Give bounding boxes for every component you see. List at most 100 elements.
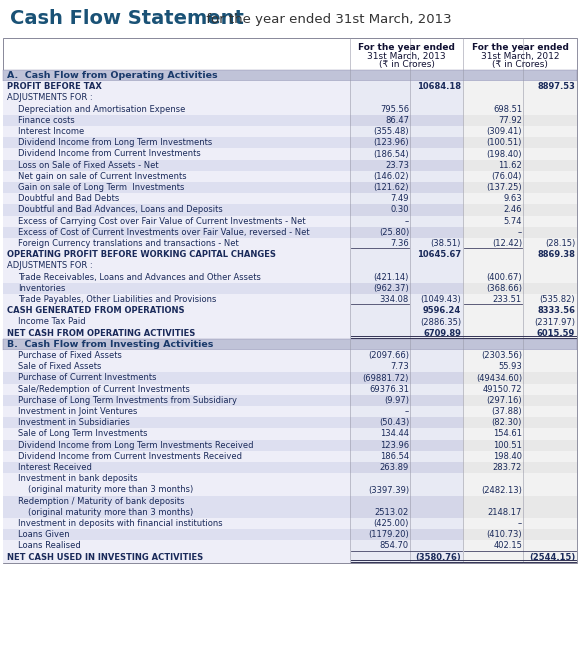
Bar xyxy=(350,406,463,417)
Bar xyxy=(350,317,463,328)
Bar xyxy=(3,306,350,317)
Text: Investment in Subsidiaries: Investment in Subsidiaries xyxy=(18,419,130,427)
Text: Dividend Income from Current Investments Received: Dividend Income from Current Investments… xyxy=(18,452,242,461)
Bar xyxy=(350,216,463,227)
Bar xyxy=(350,529,463,540)
Text: 86.47: 86.47 xyxy=(385,116,409,125)
Bar xyxy=(3,160,350,171)
Text: 100.51: 100.51 xyxy=(493,441,522,450)
Bar xyxy=(350,484,463,495)
Bar xyxy=(463,473,577,484)
Bar xyxy=(3,361,350,372)
Bar xyxy=(463,38,577,70)
Text: Interest Received: Interest Received xyxy=(18,463,92,472)
Text: 698.51: 698.51 xyxy=(493,105,522,114)
Text: Investment in Joint Ventures: Investment in Joint Ventures xyxy=(18,407,137,416)
Text: for the year ended 31st March, 2013: for the year ended 31st March, 2013 xyxy=(202,12,452,25)
Bar xyxy=(463,451,577,462)
Text: (original maturity more than 3 months): (original maturity more than 3 months) xyxy=(28,508,193,517)
Text: (297.16): (297.16) xyxy=(487,396,522,405)
Text: 2.46: 2.46 xyxy=(503,205,522,214)
Text: 49150.72: 49150.72 xyxy=(483,385,522,394)
Text: 123.96: 123.96 xyxy=(380,441,409,450)
Text: 186.54: 186.54 xyxy=(380,452,409,461)
Text: ADJUSTMENTS FOR :: ADJUSTMENTS FOR : xyxy=(7,94,93,103)
Bar xyxy=(463,384,577,395)
Bar xyxy=(463,317,577,328)
Text: (2317.97): (2317.97) xyxy=(534,317,575,326)
Text: Sale of Long Term Investments: Sale of Long Term Investments xyxy=(18,430,147,439)
Text: Sale of Fixed Assets: Sale of Fixed Assets xyxy=(18,362,102,371)
Text: Finance costs: Finance costs xyxy=(18,116,75,125)
Bar xyxy=(350,462,463,473)
Bar xyxy=(3,249,350,261)
Bar xyxy=(3,137,350,148)
Text: 0.30: 0.30 xyxy=(390,205,409,214)
Bar xyxy=(3,148,350,160)
Bar xyxy=(463,495,577,507)
Text: 795.56: 795.56 xyxy=(380,105,409,114)
Bar xyxy=(3,38,577,563)
Text: Trade Payables, Other Liabilities and Provisions: Trade Payables, Other Liabilities and Pr… xyxy=(18,295,216,304)
Bar xyxy=(3,92,350,103)
Text: (400.67): (400.67) xyxy=(487,273,522,281)
Text: Gain on sale of Long Term  Investments: Gain on sale of Long Term Investments xyxy=(18,183,184,192)
Bar xyxy=(350,439,463,451)
Text: 31st March, 2013: 31st March, 2013 xyxy=(367,52,446,61)
Bar xyxy=(463,204,577,216)
Bar xyxy=(350,103,463,115)
Text: 198.40: 198.40 xyxy=(493,452,522,461)
Text: Loans Realised: Loans Realised xyxy=(18,541,81,551)
Text: 283.72: 283.72 xyxy=(493,463,522,472)
Bar xyxy=(350,473,463,484)
Bar xyxy=(3,294,350,306)
Bar xyxy=(463,439,577,451)
Text: (2482.13): (2482.13) xyxy=(481,486,522,495)
Bar xyxy=(3,552,350,563)
Bar xyxy=(463,272,577,283)
Text: 69376.31: 69376.31 xyxy=(369,385,409,394)
Text: 8897.53: 8897.53 xyxy=(537,83,575,91)
Text: (2886.35): (2886.35) xyxy=(420,317,461,326)
Bar xyxy=(3,328,350,339)
Bar xyxy=(350,272,463,283)
Bar xyxy=(463,529,577,540)
Text: (76.04): (76.04) xyxy=(492,172,522,181)
Text: (2303.56): (2303.56) xyxy=(481,351,522,360)
Bar xyxy=(350,417,463,428)
Text: –: – xyxy=(405,407,409,416)
Text: (82.30): (82.30) xyxy=(492,419,522,427)
Bar xyxy=(3,171,350,182)
Bar xyxy=(350,81,463,92)
Bar xyxy=(3,417,350,428)
Text: 402.15: 402.15 xyxy=(493,541,522,551)
Bar xyxy=(3,462,350,473)
Text: (original maturity more than 3 months): (original maturity more than 3 months) xyxy=(28,486,193,495)
Bar xyxy=(3,339,577,350)
Bar xyxy=(3,227,350,238)
Bar xyxy=(350,92,463,103)
Bar xyxy=(350,249,463,261)
Text: 55.93: 55.93 xyxy=(498,362,522,371)
Text: 233.51: 233.51 xyxy=(493,295,522,304)
Bar xyxy=(463,518,577,529)
Bar xyxy=(3,182,350,193)
Text: CASH GENERATED FROM OPERATIONS: CASH GENERATED FROM OPERATIONS xyxy=(7,306,184,315)
Bar xyxy=(350,507,463,518)
Bar xyxy=(463,238,577,249)
Bar xyxy=(350,518,463,529)
Bar xyxy=(3,518,350,529)
Text: (38.51): (38.51) xyxy=(430,239,461,248)
Bar xyxy=(3,193,350,204)
Text: –: – xyxy=(518,228,522,237)
Text: 263.89: 263.89 xyxy=(380,463,409,472)
Text: NET CASH USED IN INVESTING ACTIVITIES: NET CASH USED IN INVESTING ACTIVITIES xyxy=(7,552,203,562)
Text: Dividend Income from Long Term Investments: Dividend Income from Long Term Investmen… xyxy=(18,138,212,148)
Text: Purchase of Fixed Assets: Purchase of Fixed Assets xyxy=(18,351,122,360)
Text: Income Tax Paid: Income Tax Paid xyxy=(18,317,86,326)
Text: 9.63: 9.63 xyxy=(503,194,522,203)
Text: (1179.20): (1179.20) xyxy=(368,530,409,540)
Text: (3580.76): (3580.76) xyxy=(415,552,461,562)
Text: 334.08: 334.08 xyxy=(380,295,409,304)
Bar xyxy=(463,406,577,417)
